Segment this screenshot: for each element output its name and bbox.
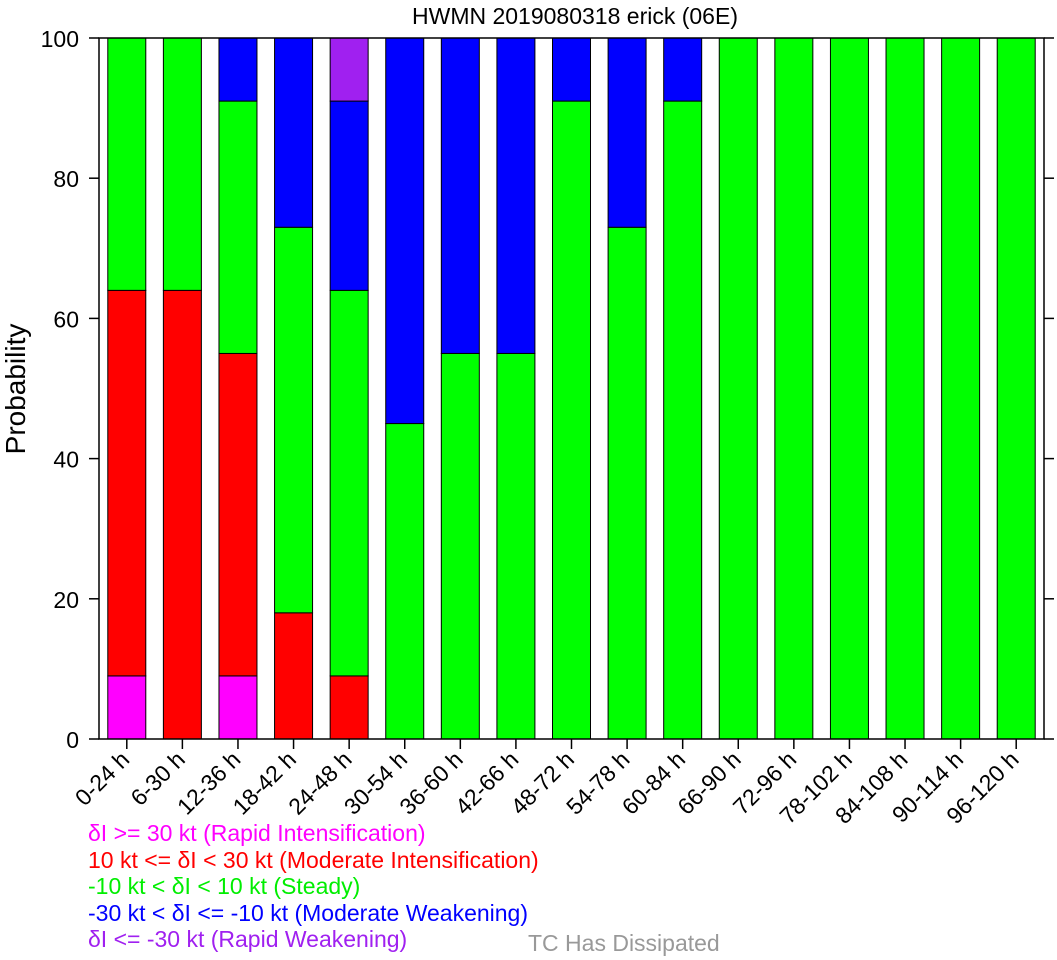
bar-segment <box>218 352 258 677</box>
y-tick-label: 40 <box>53 447 79 473</box>
bar-segment <box>496 37 536 354</box>
bar-segment <box>107 675 147 740</box>
bar-segment <box>385 37 425 425</box>
bar-segment <box>440 37 480 354</box>
bar-segment <box>718 37 758 740</box>
bar-segment <box>274 612 314 740</box>
y-tick-label: 80 <box>53 166 79 192</box>
bar-segment <box>329 37 369 102</box>
bar-segment <box>218 37 258 102</box>
legend-item: δI >= 30 kt (Rapid Intensification) <box>88 820 426 846</box>
bar-segment <box>941 37 981 740</box>
bar-segment <box>107 37 147 291</box>
y-axis-label: Probability <box>0 324 31 455</box>
y-tick-label: 20 <box>53 587 79 613</box>
legend: δI >= 30 kt (Rapid Intensification) 10 k… <box>88 820 539 953</box>
legend-item: δI <= -30 kt (Rapid Weakening) <box>88 926 408 952</box>
bar-segment <box>440 352 480 740</box>
legend-item: 10 kt <= δI < 30 kt (Moderate Intensific… <box>88 846 539 873</box>
bar-segment <box>218 675 258 740</box>
bar-segment <box>607 37 647 228</box>
legend-item: -10 kt < δI < 10 kt (Steady) <box>88 873 361 899</box>
dissipated-label: TC Has Dissipated <box>528 930 720 956</box>
bar-segment <box>663 37 703 102</box>
bar-segment <box>329 100 369 291</box>
bar-segment <box>885 37 925 740</box>
bar-segment <box>829 37 869 740</box>
bar-segment <box>218 100 258 354</box>
bar-segment <box>162 37 202 291</box>
x-tick-label: 0-24 h <box>70 746 135 811</box>
bar-segment <box>552 100 591 740</box>
chart-title: HWMN 2019080318 erick (06E) <box>412 3 738 29</box>
legend-item: -30 kt < δI <= -10 kt (Moderate Weakenin… <box>88 899 529 926</box>
bar-segment <box>107 289 147 677</box>
bar-segment <box>162 289 202 740</box>
bar-segment <box>607 226 647 740</box>
bar-segment <box>774 37 814 740</box>
y-tick-label: 60 <box>53 306 79 332</box>
bar-segment <box>552 37 591 102</box>
bar-segment <box>329 289 369 677</box>
bar-segment <box>274 37 314 228</box>
bar-segment <box>996 37 1036 740</box>
bar-segment <box>663 100 703 740</box>
y-tick-label: 100 <box>41 26 79 52</box>
bar-segment <box>274 226 314 614</box>
bars-group <box>107 37 1036 740</box>
bar-segment <box>385 423 425 740</box>
bar-segment <box>496 352 536 740</box>
bar-segment <box>329 675 369 740</box>
y-tick-label: 0 <box>66 727 79 753</box>
